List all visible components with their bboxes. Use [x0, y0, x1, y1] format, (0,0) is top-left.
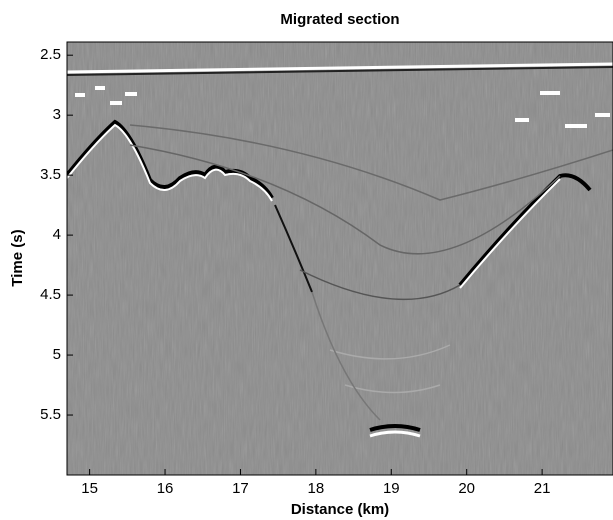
- y-tick-label: 4.5: [40, 286, 61, 303]
- y-tick-label: 2.5: [40, 46, 61, 63]
- y-axis-label: Time (s): [9, 229, 26, 286]
- x-tick-label: 18: [308, 480, 325, 497]
- y-tick-label: 4: [53, 226, 61, 243]
- reflectors: [67, 62, 613, 438]
- chart-title: Migrated section: [280, 11, 399, 28]
- image-texture: [67, 42, 613, 475]
- y-tick-label: 5: [53, 346, 61, 363]
- x-tick-label: 15: [81, 480, 98, 497]
- x-tick-label: 17: [232, 480, 249, 497]
- x-axis-label: Distance (km): [291, 501, 389, 518]
- y-tick-label: 3: [53, 106, 61, 123]
- x-tick-label: 19: [383, 480, 400, 497]
- plot-frame: [66, 41, 613, 476]
- y-tick-label: 3.5: [40, 166, 61, 183]
- x-tick-label: 16: [157, 480, 174, 497]
- seismic-image: [67, 42, 613, 475]
- x-tick-label: 21: [534, 480, 551, 497]
- x-tick-label: 20: [458, 480, 475, 497]
- y-tick-label: 5.5: [40, 406, 61, 423]
